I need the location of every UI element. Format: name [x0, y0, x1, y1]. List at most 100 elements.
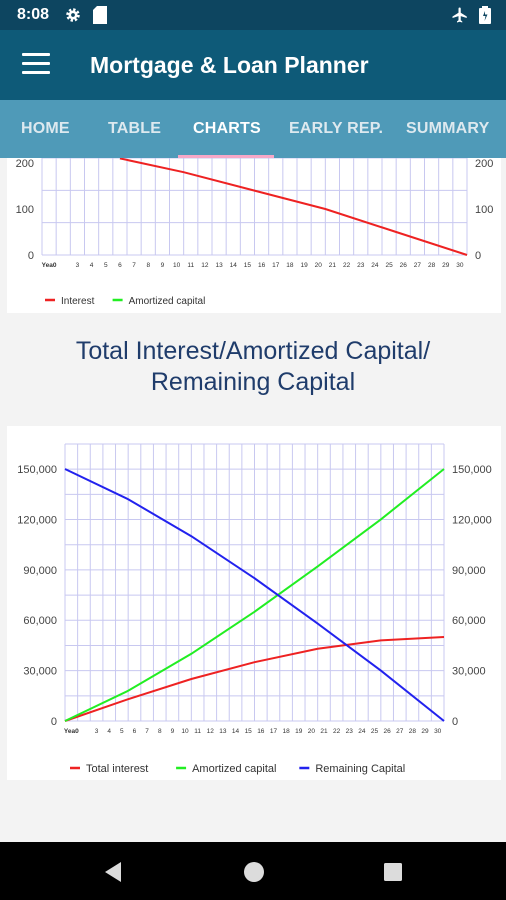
x-tick-label: 19 — [295, 728, 303, 735]
x-tick-label: 30 — [456, 262, 464, 269]
x-tick-label: 9 — [171, 728, 175, 735]
x-tick-label: 6 — [118, 262, 122, 269]
y-tick-label-left: 90,000 — [23, 565, 57, 577]
x-tick-label: 10 — [181, 728, 189, 735]
tab-bar: HOME TABLE CHARTS EARLY REP. SUMMARY — [0, 100, 506, 158]
tab-table[interactable]: TABLE — [108, 120, 162, 137]
y-tick-label-right: 200 — [475, 158, 493, 170]
y-tick-label-left: 60,000 — [23, 615, 57, 627]
legend-label: Amortized capital — [192, 763, 276, 775]
x-tick-label: 29 — [442, 262, 450, 269]
x-tick-label: 6 — [133, 728, 137, 735]
x-tick-label: 16 — [257, 728, 265, 735]
x-tick-label: 13 — [219, 728, 227, 735]
tab-home[interactable]: HOME — [21, 120, 70, 137]
x-tick-label: 28 — [428, 262, 436, 269]
x-tick-label: 12 — [207, 728, 215, 735]
x-tick-label: 26 — [384, 728, 392, 735]
section-title-line1: Total Interest/Amortized Capital/ — [75, 337, 431, 365]
airplane-icon — [452, 7, 467, 23]
x-tick-label: 25 — [385, 262, 393, 269]
x-tick-label: 10 — [173, 262, 181, 269]
y-tick-label-left: 30,000 — [23, 666, 57, 678]
chart-total-interest-capital: 0 0 30,000 30,000 60,000 60,000 90,000 90,000 12… — [17, 443, 492, 775]
x-tick-label: 21 — [329, 262, 337, 269]
active-tab-indicator — [178, 155, 274, 158]
chart-card-interest-amortized: 0 0 100 100 200 200 Yea0 3 4 5 6 7 8 9 10 11 12 13 14 15 16 1… — [7, 157, 501, 313]
app-bar: Mortgage & Loan Planner — [0, 30, 506, 100]
x-tick-label: 13 — [215, 262, 223, 269]
legend-label: Amortized capital — [129, 296, 206, 307]
legend-label: Interest — [61, 296, 95, 307]
tab-early-repayment[interactable]: EARLY REP. — [289, 120, 384, 137]
x-tick-label: 11 — [187, 262, 194, 269]
x-tick-label: 4 — [90, 262, 94, 269]
x-tick-label: Yea0 — [42, 262, 57, 269]
x-tick-label: 15 — [244, 262, 252, 269]
series-line-0 — [119, 157, 468, 256]
x-tick-label: 14 — [230, 262, 238, 269]
section-title-line2: Remaining Capital — [150, 368, 356, 396]
y-tick-label-left: 100 — [16, 204, 34, 216]
tab-charts[interactable]: CHARTS — [193, 120, 261, 137]
x-tick-label: 3 — [95, 728, 99, 735]
x-tick-label: 22 — [343, 262, 351, 269]
x-tick-label: 20 — [308, 728, 316, 735]
x-tick-label: 9 — [161, 262, 165, 269]
x-tick-label: 7 — [145, 728, 149, 735]
gear-icon — [66, 8, 80, 22]
x-tick-label: 18 — [286, 262, 294, 269]
y-tick-label-right: 0 — [452, 716, 458, 728]
y-tick-label-left: 0 — [28, 250, 34, 262]
y-tick-label-right: 120,000 — [452, 514, 492, 526]
section-title: Total Interest/Amortized Capital/ Remain… — [0, 336, 506, 398]
x-tick-label: 16 — [258, 262, 266, 269]
x-tick-label: 19 — [300, 262, 308, 269]
x-tick-label: 24 — [358, 728, 366, 735]
x-tick-label: 5 — [120, 728, 124, 735]
legend-label: Total interest — [86, 763, 148, 775]
status-bar: 8:08 — [0, 0, 506, 30]
navigation-bar — [0, 842, 506, 900]
x-tick-label: 5 — [104, 262, 108, 269]
series-line-2 — [64, 468, 445, 722]
app-title: Mortgage & Loan Planner — [90, 52, 369, 78]
x-tick-label: 20 — [315, 262, 323, 269]
series-line-1 — [64, 468, 445, 722]
series-line-0 — [64, 636, 445, 722]
chart-card-total: 0 0 30,000 30,000 60,000 60,000 90,000 90,000 12… — [7, 426, 501, 780]
battery-icon — [479, 6, 491, 24]
recents-icon[interactable] — [383, 862, 403, 882]
x-tick-label: 7 — [132, 262, 136, 269]
status-time: 8:08 — [17, 6, 50, 23]
sim-card-icon — [93, 6, 107, 24]
x-tick-label: 23 — [346, 728, 354, 735]
hamburger-menu-icon[interactable] — [22, 53, 50, 75]
x-tick-label: 27 — [396, 728, 404, 735]
y-tick-label-right: 0 — [475, 250, 481, 262]
y-tick-label-right: 100 — [475, 204, 493, 216]
x-tick-label: Yea0 — [64, 728, 79, 735]
tab-summary[interactable]: SUMMARY — [406, 120, 490, 137]
chart-interest-amortized: 0 0 100 100 200 200 Yea0 3 4 5 6 7 8 9 10 11 12 13 14 15 16 1… — [16, 157, 493, 307]
home-icon[interactable] — [243, 861, 265, 883]
x-tick-label: 8 — [158, 728, 162, 735]
x-tick-label: 15 — [245, 728, 253, 735]
back-icon[interactable] — [103, 861, 123, 883]
x-tick-label: 26 — [400, 262, 408, 269]
x-tick-label: 4 — [107, 728, 111, 735]
x-tick-label: 3 — [76, 262, 80, 269]
x-tick-label: 17 — [272, 262, 280, 269]
x-tick-label: 27 — [414, 262, 422, 269]
y-tick-label-right: 30,000 — [452, 666, 486, 678]
x-tick-label: 25 — [371, 728, 379, 735]
x-tick-label: 14 — [232, 728, 240, 735]
x-tick-label: 21 — [320, 728, 328, 735]
x-tick-label: 30 — [434, 728, 442, 735]
x-tick-label: 29 — [421, 728, 429, 735]
x-tick-label: 22 — [333, 728, 341, 735]
legend-label: Remaining Capital — [315, 763, 405, 775]
x-tick-label: 8 — [146, 262, 150, 269]
x-tick-label: 24 — [371, 262, 379, 269]
y-tick-label-right: 90,000 — [452, 565, 486, 577]
